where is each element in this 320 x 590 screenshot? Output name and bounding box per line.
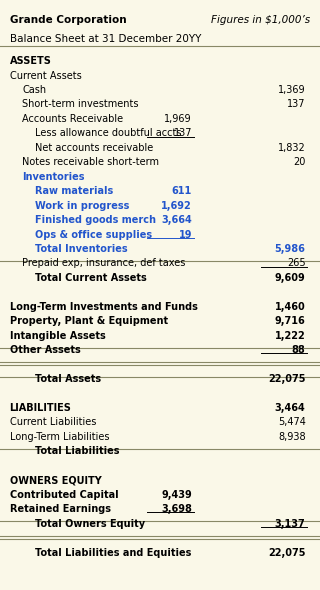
Text: 3,664: 3,664 — [161, 215, 192, 225]
Text: 19: 19 — [179, 230, 192, 240]
Text: 9,609: 9,609 — [275, 273, 306, 283]
Text: Long-Term Investments and Funds: Long-Term Investments and Funds — [10, 302, 197, 312]
Text: 5,474: 5,474 — [278, 418, 306, 427]
Text: Work in progress: Work in progress — [35, 201, 130, 211]
Text: Grande Corporation: Grande Corporation — [10, 15, 126, 25]
Text: Short-term investments: Short-term investments — [22, 99, 139, 109]
Text: ASSETS: ASSETS — [10, 56, 52, 66]
Text: Total Current Assets: Total Current Assets — [35, 273, 147, 283]
Text: Cash: Cash — [22, 85, 46, 95]
Text: 1,832: 1,832 — [278, 143, 306, 153]
Text: 1,222: 1,222 — [275, 330, 306, 340]
Text: 1,369: 1,369 — [278, 85, 306, 95]
Text: 88: 88 — [292, 345, 306, 355]
Text: Total Assets: Total Assets — [35, 374, 101, 384]
Text: Less allowance doubtful accts: Less allowance doubtful accts — [35, 129, 182, 138]
Text: 3,137: 3,137 — [275, 519, 306, 529]
Text: 265: 265 — [287, 258, 306, 268]
Text: Total Inventories: Total Inventories — [35, 244, 128, 254]
Text: Long-Term Liabilities: Long-Term Liabilities — [10, 432, 109, 442]
Text: 3,464: 3,464 — [275, 403, 306, 413]
Text: Current Liabilities: Current Liabilities — [10, 418, 96, 427]
Text: Figures in $1,000’s: Figures in $1,000’s — [211, 15, 310, 25]
Text: Current Assets: Current Assets — [10, 71, 81, 80]
Text: 137: 137 — [287, 99, 306, 109]
Text: 3,698: 3,698 — [161, 504, 192, 514]
Text: OWNERS EQUITY: OWNERS EQUITY — [10, 476, 101, 485]
Text: 611: 611 — [172, 186, 192, 196]
Text: LIABILITIES: LIABILITIES — [10, 403, 71, 413]
Text: Total Liabilities and Equities: Total Liabilities and Equities — [35, 548, 192, 558]
Text: 1,969: 1,969 — [164, 114, 192, 124]
Text: Inventories: Inventories — [22, 172, 85, 182]
Text: Contributed Capital: Contributed Capital — [10, 490, 118, 500]
Text: Prepaid exp, insurance, def taxes: Prepaid exp, insurance, def taxes — [22, 258, 186, 268]
Text: 5,986: 5,986 — [275, 244, 306, 254]
Text: 20: 20 — [293, 157, 306, 167]
Text: Property, Plant & Equipment: Property, Plant & Equipment — [10, 316, 168, 326]
Text: 22,075: 22,075 — [268, 374, 306, 384]
Text: Raw materials: Raw materials — [35, 186, 114, 196]
Text: 1,460: 1,460 — [275, 302, 306, 312]
Text: 9,716: 9,716 — [275, 316, 306, 326]
Text: 22,075: 22,075 — [268, 548, 306, 558]
Text: 9,439: 9,439 — [161, 490, 192, 500]
Text: Other Assets: Other Assets — [10, 345, 80, 355]
Text: 1,692: 1,692 — [161, 201, 192, 211]
Text: Total Owners Equity: Total Owners Equity — [35, 519, 145, 529]
Text: 8,938: 8,938 — [278, 432, 306, 442]
Text: Notes receivable short-term: Notes receivable short-term — [22, 157, 159, 167]
Text: Accounts Receivable: Accounts Receivable — [22, 114, 124, 124]
Text: Balance Sheet at 31 December 20YY: Balance Sheet at 31 December 20YY — [10, 34, 201, 44]
Text: Intangible Assets: Intangible Assets — [10, 330, 105, 340]
Text: Retained Earnings: Retained Earnings — [10, 504, 111, 514]
Text: Net accounts receivable: Net accounts receivable — [35, 143, 154, 153]
Text: Total Liabilities: Total Liabilities — [35, 446, 120, 456]
Text: Ops & office supplies: Ops & office supplies — [35, 230, 152, 240]
Text: Finished goods merch: Finished goods merch — [35, 215, 156, 225]
Text: 137: 137 — [173, 129, 192, 138]
